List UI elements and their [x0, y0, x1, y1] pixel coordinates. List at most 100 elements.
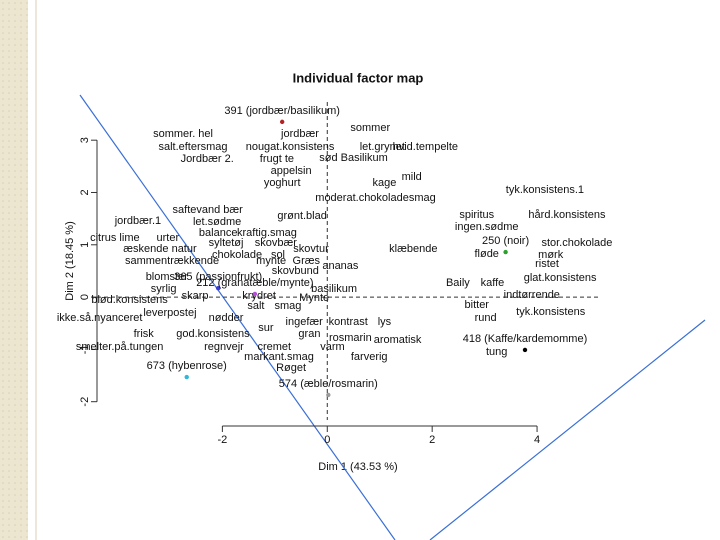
word-label: glat.konsistens — [524, 272, 597, 284]
word-label: sol — [271, 249, 285, 261]
word-label: lys — [378, 316, 392, 328]
word-label: mørk — [538, 249, 564, 261]
individual-label: 574 (æble/rosmarin) — [279, 378, 378, 390]
word-label: kraftig.smag — [237, 227, 297, 239]
word-label: Græs — [293, 255, 321, 267]
word-label: kaffe — [481, 277, 505, 289]
word-label: moderat.chokoladesmag — [315, 192, 435, 204]
word-label: basilikum — [311, 283, 357, 295]
decor-line — [79, 94, 396, 540]
word-label: æskende natur — [123, 243, 197, 255]
word-label: markant.smag — [244, 351, 314, 363]
word-label: klæbende — [389, 243, 437, 255]
individual-point — [503, 249, 508, 255]
word-label: sommer — [350, 122, 390, 134]
y-axis-label: Dim 2 (18.45 %) — [64, 221, 76, 300]
word-label: balance — [199, 227, 238, 239]
x-tick-label: 4 — [534, 434, 540, 446]
word-label: frugt te — [260, 153, 294, 165]
individual-point — [522, 347, 528, 353]
word-label: Jordbær 2. — [181, 153, 234, 165]
individual-label: 391 (jordbær/basilikum) — [224, 105, 340, 117]
word-label: aromatisk — [374, 334, 422, 346]
word-label: skovtur — [293, 243, 329, 255]
word-label: let.sødme — [193, 216, 241, 228]
individual-label: 212 (granatæble/mynte) — [196, 277, 313, 289]
word-label: yoghurt — [264, 177, 301, 189]
word-label: syltetøj — [209, 237, 244, 249]
word-label: nougat.konsistens — [246, 141, 335, 153]
individual-label: 365 (passionfrukt) — [174, 271, 262, 283]
word-label: jordbær.1 — [114, 215, 161, 227]
word-label: let.grynet — [360, 141, 405, 153]
word-label: indtørrende — [504, 289, 560, 301]
word-label: rund — [475, 312, 497, 324]
word-label: hvid.tempelte — [393, 141, 458, 153]
word-label: smag — [274, 300, 301, 312]
word-label: cremet — [257, 341, 291, 353]
word-label: skovbær — [255, 237, 298, 249]
x-axis-label: Dim 1 (43.53 %) — [318, 461, 397, 473]
word-label: bitter — [465, 299, 490, 311]
y-tick-label: -1 — [79, 345, 91, 355]
individual-label: 250 (noir) — [482, 235, 529, 247]
individual-point — [326, 392, 331, 398]
word-label: sammentrækkende — [125, 255, 219, 267]
individual-point — [184, 374, 189, 380]
y-tick-label: 0 — [79, 294, 91, 300]
side-stripe — [0, 0, 28, 540]
word-label: rosmarin — [329, 332, 372, 344]
word-label: salt — [247, 300, 264, 312]
word-label: spiritus — [459, 209, 494, 221]
y-tick-label: 3 — [79, 137, 91, 143]
word-label: skovbund — [272, 265, 319, 277]
word-label: appelsin — [271, 165, 312, 177]
word-label: jordbær — [280, 128, 319, 140]
y-tick-label: 1 — [79, 242, 91, 248]
individual-point — [252, 291, 258, 297]
word-label: leverpostej — [143, 307, 196, 319]
word-label: ingen.sødme — [455, 221, 519, 233]
word-label: sommer. hel — [153, 128, 213, 140]
individual-point — [279, 119, 285, 125]
word-label: ikke.så.nyanceret — [57, 312, 143, 324]
chart-title: Individual factor map — [293, 70, 424, 85]
word-label: farverig — [351, 351, 388, 363]
word-label: urter — [157, 232, 180, 244]
word-label: syrlig — [151, 283, 177, 295]
word-label: krydret — [242, 290, 276, 302]
word-label: Mynte — [299, 292, 329, 304]
x-tick-label: -2 — [217, 434, 227, 446]
word-label: ananas — [322, 260, 359, 272]
word-label: smelter.på.tungen — [76, 341, 163, 353]
word-label: citrus lime — [90, 232, 140, 244]
word-label: kage — [373, 177, 397, 189]
word-label: hård.konsistens — [528, 209, 606, 221]
word-label: tyk.konsistens — [516, 306, 586, 318]
word-label: god.konsistens — [176, 328, 250, 340]
y-tick-label: -2 — [79, 397, 91, 407]
word-label: kontrast — [329, 316, 368, 328]
individual-point — [215, 285, 221, 291]
word-label: sur — [258, 322, 274, 334]
word-label: skarp — [182, 290, 209, 302]
word-label: sød Basilikum — [319, 152, 387, 164]
x-tick-label: 0 — [324, 434, 330, 446]
word-label: tung — [486, 346, 507, 358]
word-label: Røget — [276, 362, 306, 374]
word-label: gran — [298, 328, 320, 340]
x-tick-label: 2 — [429, 434, 435, 446]
word-label: nødder — [209, 312, 244, 324]
word-label: varm — [320, 341, 344, 353]
word-label: ristet — [535, 258, 559, 270]
word-label: salt.eftersmag — [158, 141, 227, 153]
y-tick-label: 2 — [79, 189, 91, 195]
word-label: tyk.konsistens.1 — [506, 184, 584, 196]
individual-label: 418 (Kaffe/kardemomme) — [463, 333, 588, 345]
word-label: blød.konsistens — [91, 294, 168, 306]
word-label: chokolade — [212, 249, 262, 261]
word-label: fløde — [474, 248, 498, 260]
word-label: frisk — [134, 328, 155, 340]
